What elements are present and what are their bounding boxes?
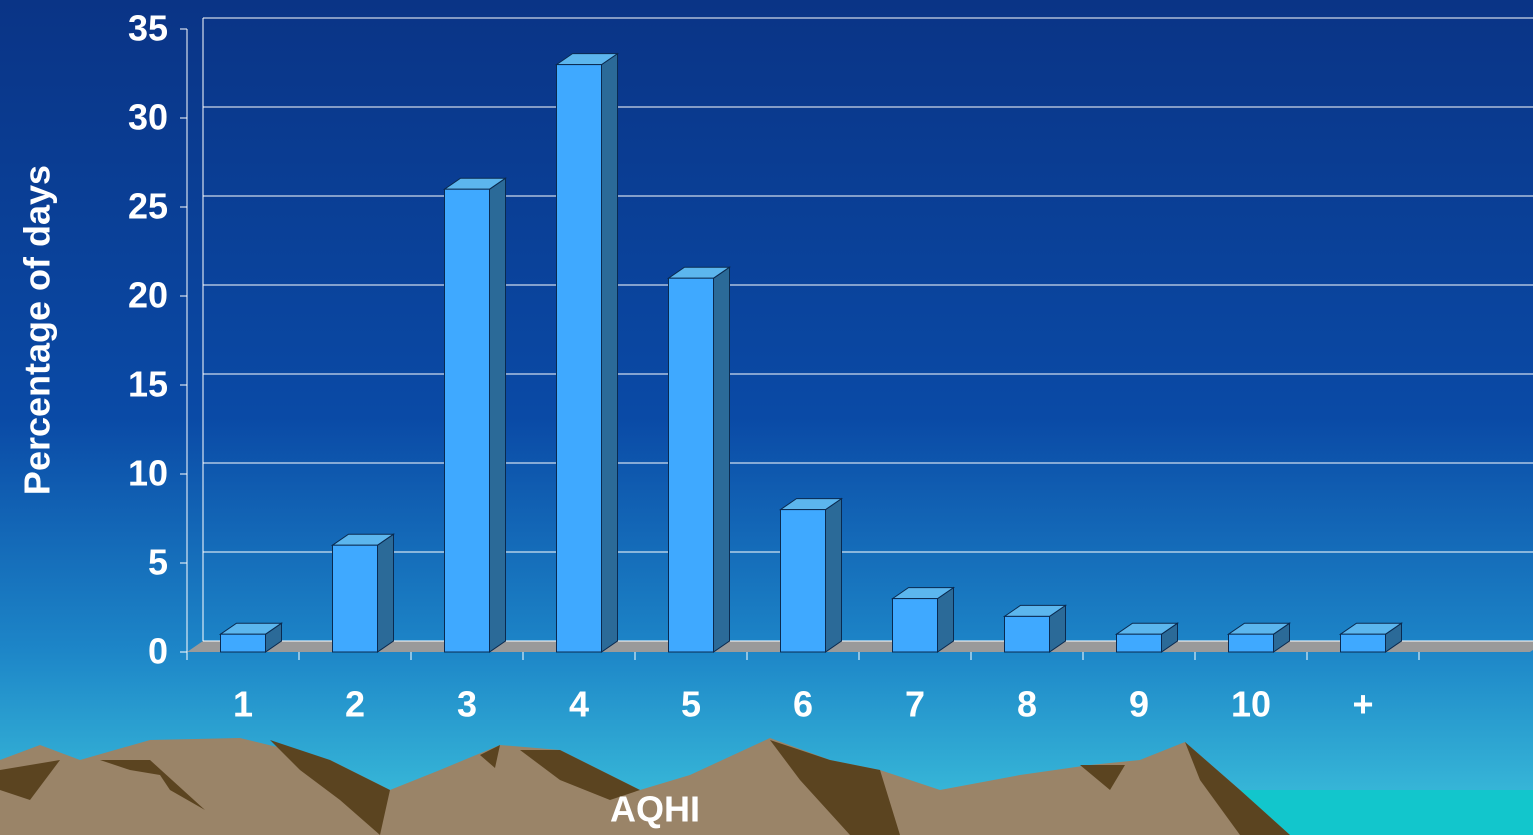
bar xyxy=(668,277,714,653)
x-tick-label: 8 xyxy=(1017,684,1037,725)
x-tick-label: 10 xyxy=(1231,684,1271,725)
x-tick-label: 4 xyxy=(569,684,589,725)
bar xyxy=(1116,633,1162,653)
bar-side xyxy=(489,177,506,653)
x-tick-label: 1 xyxy=(233,684,253,725)
bar xyxy=(556,64,602,653)
bar xyxy=(1004,615,1050,653)
bar-side xyxy=(825,497,842,653)
bar xyxy=(780,509,826,653)
bar xyxy=(1340,633,1386,653)
y-tick-label: 30 xyxy=(128,97,168,138)
y-tick-label: 20 xyxy=(128,275,168,316)
bar xyxy=(1228,633,1274,653)
x-tick-label: + xyxy=(1352,684,1373,725)
y-tick-label: 0 xyxy=(148,631,168,672)
mountains xyxy=(0,738,1290,835)
bar-side xyxy=(377,533,394,653)
y-tick-label: 25 xyxy=(128,186,168,227)
x-tick-label: 7 xyxy=(905,684,925,725)
x-tick-label: 6 xyxy=(793,684,813,725)
y-tick-label: 35 xyxy=(128,8,168,49)
y-tick-label: 10 xyxy=(128,453,168,494)
y-axis-title: Percentage of days xyxy=(17,165,58,495)
x-tick-label: 2 xyxy=(345,684,365,725)
bar xyxy=(444,188,490,653)
bar xyxy=(892,598,938,653)
bar-side xyxy=(601,52,618,653)
floor xyxy=(187,641,1533,652)
bar xyxy=(220,633,266,653)
y-tick-label: 15 xyxy=(128,364,168,405)
bar-side xyxy=(713,266,730,653)
bar xyxy=(332,544,378,653)
y-tick-label: 5 xyxy=(148,542,168,583)
x-tick-label: 9 xyxy=(1129,684,1149,725)
x-tick-label: 5 xyxy=(681,684,701,725)
x-tick-label: 3 xyxy=(457,684,477,725)
x-axis-title: AQHI xyxy=(610,789,700,830)
